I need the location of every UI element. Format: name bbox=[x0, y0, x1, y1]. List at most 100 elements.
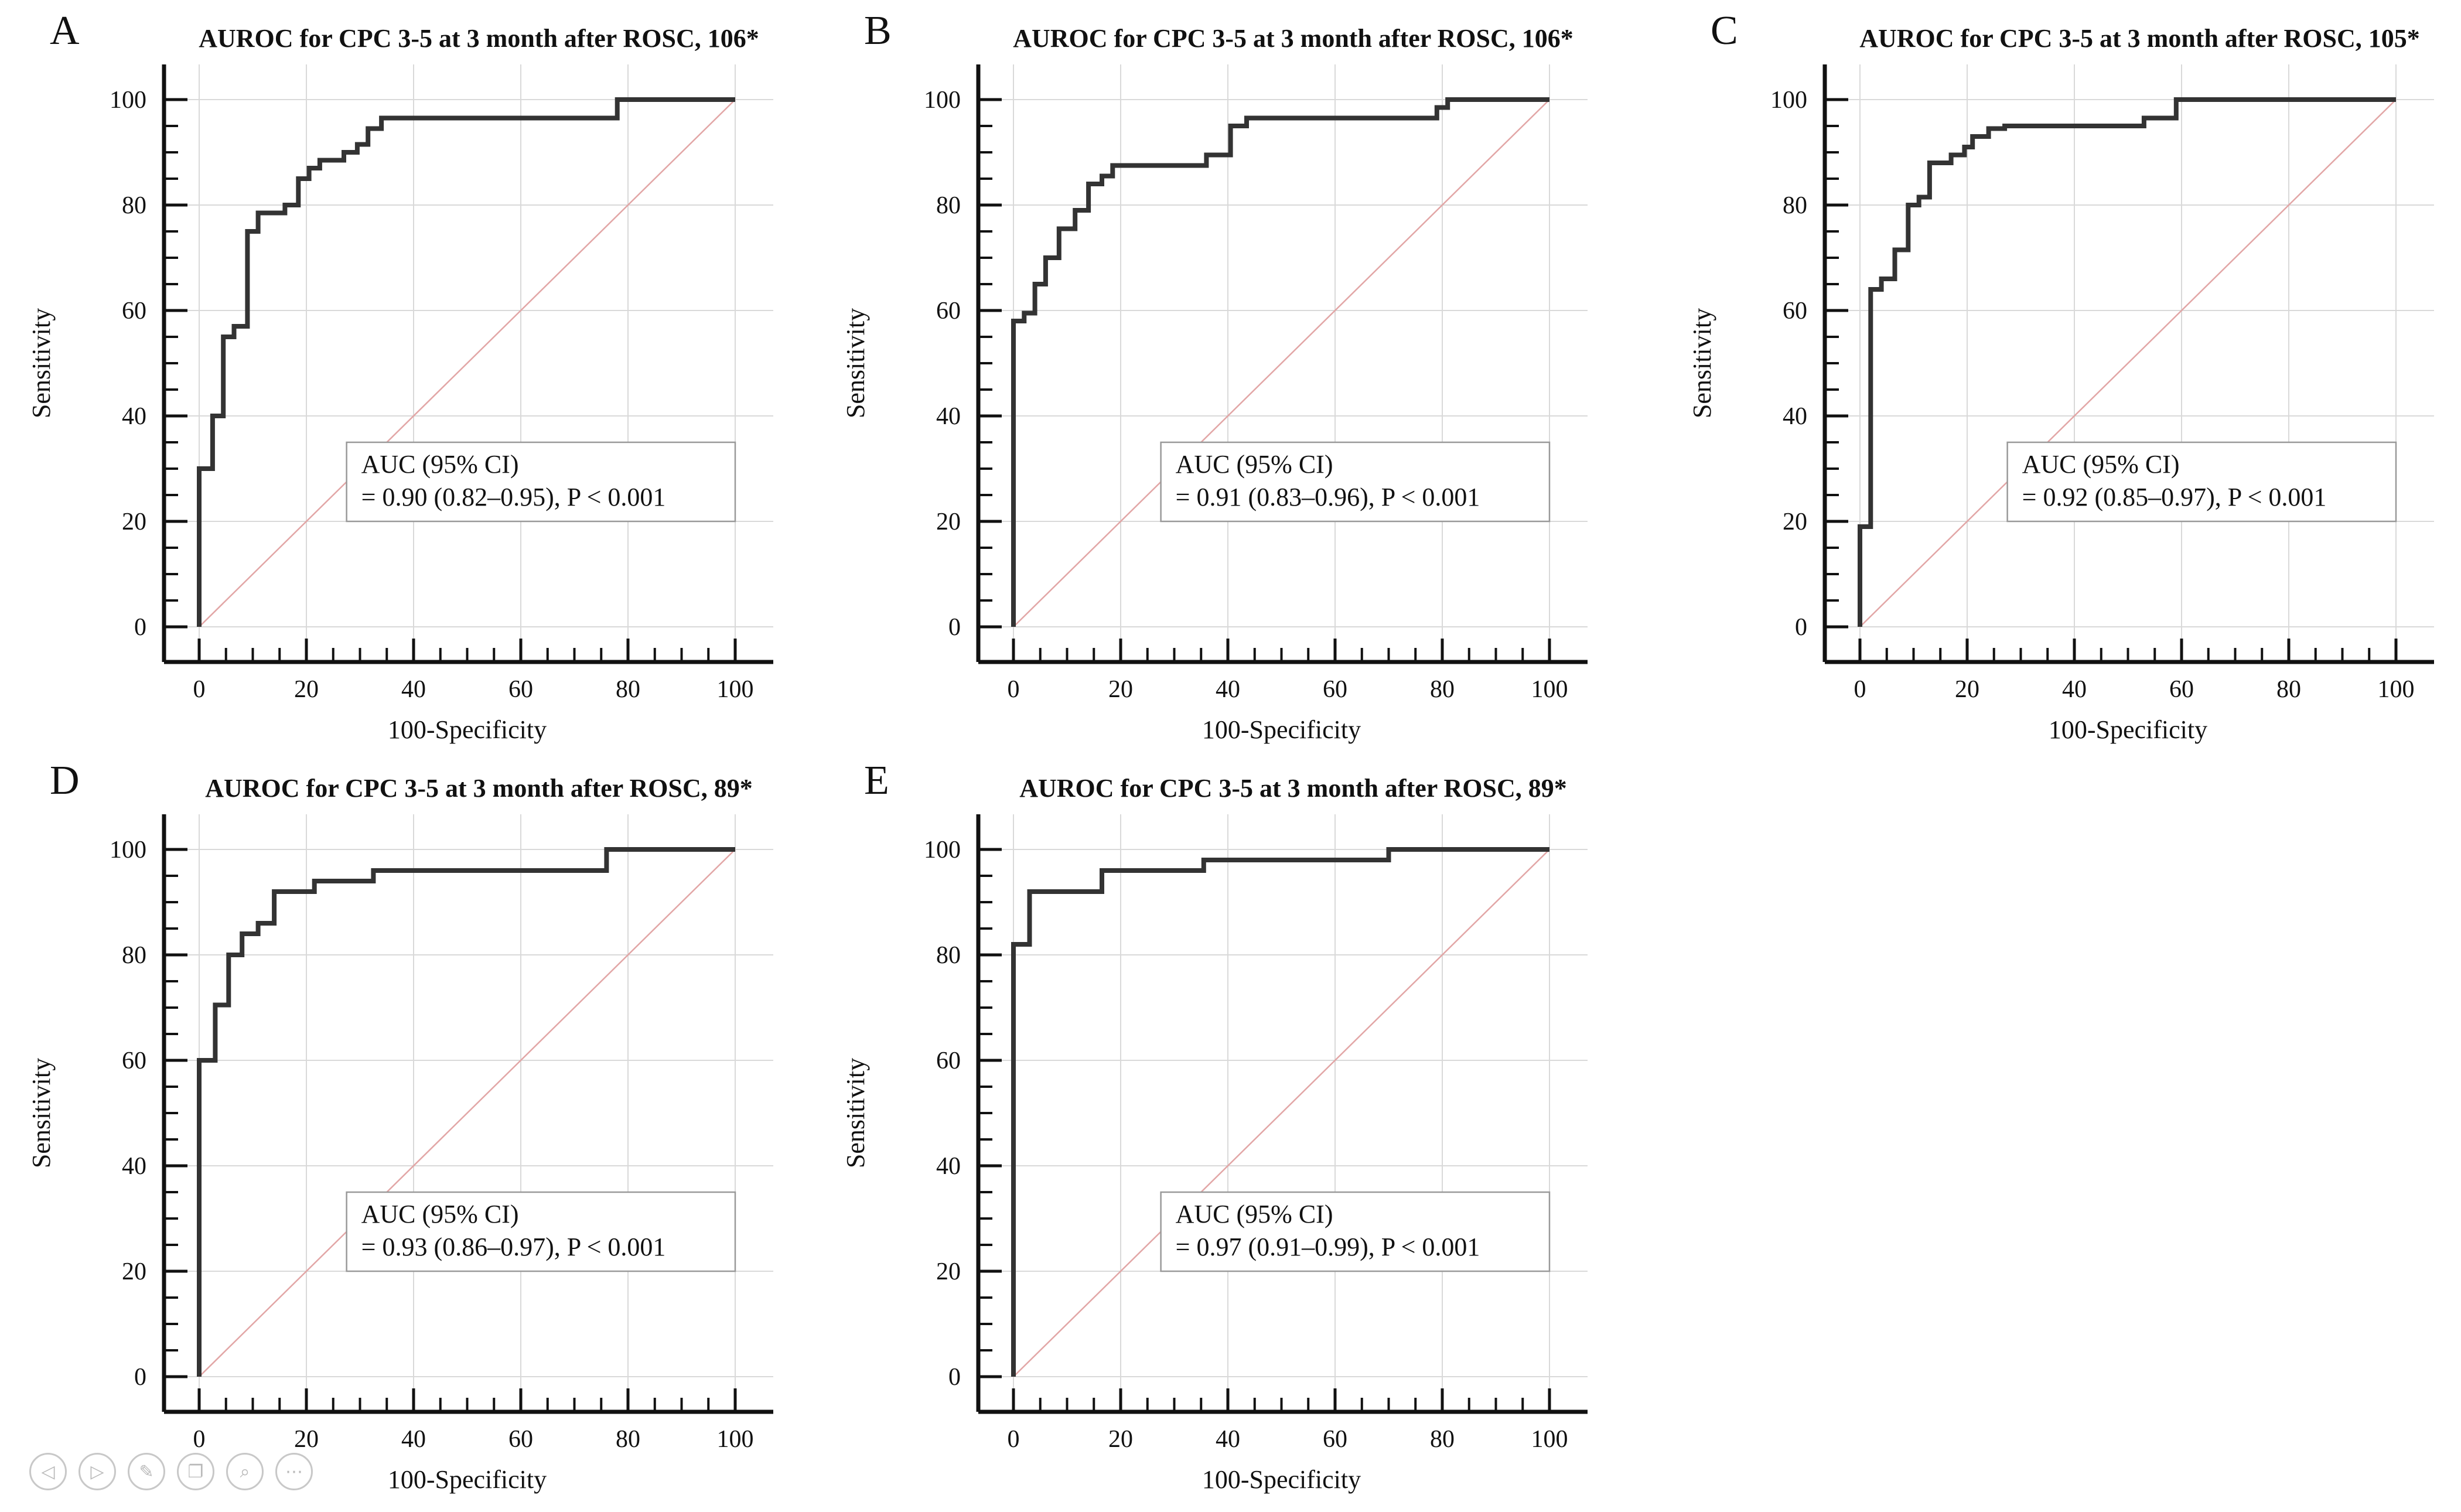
reference-diagonal bbox=[199, 99, 736, 627]
chart-title: AUROC for CPC 3-5 at 3 month after ROSC,… bbox=[205, 774, 753, 803]
more-icon[interactable]: ⋯ bbox=[275, 1453, 313, 1490]
y-tick-label: 100 bbox=[110, 87, 146, 114]
y-tick-label: 40 bbox=[122, 403, 146, 430]
auc-header: AUC (95% CI) bbox=[361, 1200, 519, 1228]
x-tick-label: 100 bbox=[2378, 676, 2415, 703]
y-axis-label: Sensitivity bbox=[1688, 308, 1716, 418]
x-tick-label: 40 bbox=[1216, 1426, 1240, 1453]
roc-curve bbox=[197, 97, 735, 627]
y-tick-label: 60 bbox=[122, 1047, 146, 1074]
x-tick-label: 80 bbox=[2276, 676, 2301, 703]
roc-curve bbox=[197, 847, 735, 1377]
roc-panel-e: 0 20 40 60 80 100 0 20 40 60 80 100 100-Specificity S… bbox=[841, 758, 1588, 1494]
reference-diagonal bbox=[1859, 99, 2397, 627]
x-tick-label: 20 bbox=[294, 676, 319, 703]
y-tick-label: 20 bbox=[122, 1258, 146, 1285]
panel-letter: E bbox=[864, 758, 889, 803]
y-tick-label: 80 bbox=[936, 942, 961, 969]
x-tick-label: 0 bbox=[193, 1426, 206, 1453]
auc-header: AUC (95% CI) bbox=[1176, 1200, 1333, 1228]
roc-curve bbox=[1858, 97, 2396, 627]
y-tick-label: 20 bbox=[1783, 508, 1807, 535]
x-tick-label: 80 bbox=[1430, 676, 1455, 703]
x-tick-label: 60 bbox=[1323, 1426, 1347, 1453]
next-icon[interactable]: ▷ bbox=[78, 1453, 116, 1490]
y-tick-label: 100 bbox=[924, 837, 961, 863]
y-tick-label: 60 bbox=[936, 298, 961, 325]
roc-panel-c: 0 20 40 60 80 100 0 20 40 60 80 100 100-Specificity S… bbox=[1688, 8, 2434, 744]
x-tick-label: 40 bbox=[1216, 676, 1240, 703]
x-tick-label: 40 bbox=[2062, 676, 2087, 703]
auc-header: AUC (95% CI) bbox=[1176, 450, 1333, 479]
x-tick-label: 100 bbox=[1531, 676, 1568, 703]
auc-value: = 0.92 (0.85–0.97), P < 0.001 bbox=[2022, 483, 2327, 511]
x-axis-label: 100-Specificity bbox=[388, 715, 547, 744]
y-tick-label: 0 bbox=[1795, 614, 1807, 641]
x-tick-label: 0 bbox=[193, 676, 206, 703]
x-tick-label: 60 bbox=[508, 1426, 533, 1453]
pen-icon[interactable]: ✎ bbox=[128, 1453, 165, 1490]
y-tick-label: 0 bbox=[134, 614, 146, 641]
x-tick-label: 0 bbox=[1008, 1426, 1020, 1453]
roc-panel-a: 0 20 40 60 80 100 0 20 40 60 80 100 100-Specificity S… bbox=[27, 8, 773, 744]
auc-value: = 0.93 (0.86–0.97), P < 0.001 bbox=[361, 1233, 666, 1261]
y-tick-label: 20 bbox=[122, 508, 146, 535]
chart-title: AUROC for CPC 3-5 at 3 month after ROSC,… bbox=[1859, 24, 2420, 53]
y-tick-label: 0 bbox=[948, 614, 961, 641]
x-tick-label: 0 bbox=[1008, 676, 1020, 703]
panel-letter: D bbox=[50, 758, 80, 803]
y-tick-label: 80 bbox=[936, 192, 961, 219]
x-tick-label: 100 bbox=[1531, 1426, 1568, 1453]
y-axis-label: Sensitivity bbox=[841, 1058, 870, 1168]
reference-diagonal bbox=[1013, 849, 1550, 1377]
viewer-toolbar: ◁ ▷ ✎ ❐ ⌕ ⋯ bbox=[29, 1453, 313, 1490]
y-tick-label: 60 bbox=[936, 1047, 961, 1074]
auc-value: = 0.90 (0.82–0.95), P < 0.001 bbox=[361, 483, 666, 511]
panel-letter: A bbox=[50, 8, 80, 53]
chart-title: AUROC for CPC 3-5 at 3 month after ROSC,… bbox=[1019, 774, 1567, 803]
roc-panel-b: 0 20 40 60 80 100 0 20 40 60 80 100 100-Specificity S… bbox=[841, 8, 1588, 744]
x-tick-label: 80 bbox=[616, 1426, 640, 1453]
x-tick-label: 60 bbox=[508, 676, 533, 703]
x-axis-label: 100-Specificity bbox=[1202, 1465, 1361, 1494]
copy-icon[interactable]: ❐ bbox=[177, 1453, 214, 1490]
reference-diagonal bbox=[199, 849, 736, 1377]
y-tick-label: 20 bbox=[936, 1258, 961, 1285]
prev-icon[interactable]: ◁ bbox=[29, 1453, 67, 1490]
y-axis-label: Sensitivity bbox=[27, 308, 56, 418]
x-tick-label: 100 bbox=[717, 1426, 754, 1453]
auc-header: AUC (95% CI) bbox=[361, 450, 519, 479]
x-tick-label: 20 bbox=[1108, 1426, 1133, 1453]
panel-letter: C bbox=[1711, 8, 1738, 53]
auc-box bbox=[1160, 441, 1551, 523]
x-tick-label: 60 bbox=[2169, 676, 2194, 703]
y-tick-label: 0 bbox=[134, 1364, 146, 1391]
auc-box bbox=[1160, 1191, 1551, 1272]
y-tick-label: 40 bbox=[936, 403, 961, 430]
auc-header: AUC (95% CI) bbox=[2022, 450, 2180, 479]
y-axis-label: Sensitivity bbox=[841, 308, 870, 418]
roc-panel-d: 0 20 40 60 80 100 0 20 40 60 80 100 100-Specificity S… bbox=[27, 758, 773, 1494]
x-axis-label: 100-Specificity bbox=[388, 1465, 547, 1494]
x-tick-label: 20 bbox=[1108, 676, 1133, 703]
y-tick-label: 0 bbox=[948, 1364, 961, 1391]
auc-value: = 0.91 (0.83–0.96), P < 0.001 bbox=[1176, 483, 1480, 511]
x-tick-label: 20 bbox=[1955, 676, 1979, 703]
panel-letter: B bbox=[864, 8, 892, 53]
y-tick-label: 40 bbox=[122, 1153, 146, 1180]
y-tick-label: 40 bbox=[936, 1153, 961, 1180]
x-tick-label: 80 bbox=[1430, 1426, 1455, 1453]
y-tick-label: 60 bbox=[1783, 298, 1807, 325]
auc-value: = 0.97 (0.91–0.99), P < 0.001 bbox=[1176, 1233, 1480, 1261]
y-tick-label: 100 bbox=[110, 837, 146, 863]
chart-title: AUROC for CPC 3-5 at 3 month after ROSC,… bbox=[1013, 24, 1573, 53]
x-axis-label: 100-Specificity bbox=[2049, 715, 2207, 744]
zoom-icon[interactable]: ⌕ bbox=[226, 1453, 264, 1490]
auc-box bbox=[2006, 441, 2397, 523]
x-tick-label: 80 bbox=[616, 676, 640, 703]
auc-box bbox=[346, 441, 736, 523]
y-tick-label: 20 bbox=[936, 508, 961, 535]
reference-diagonal bbox=[1013, 99, 1550, 627]
y-tick-label: 80 bbox=[122, 942, 146, 969]
